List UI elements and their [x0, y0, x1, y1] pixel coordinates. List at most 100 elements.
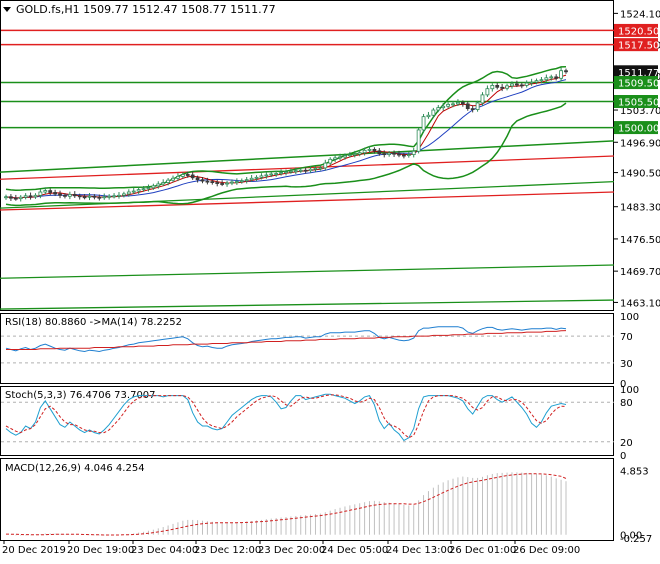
candle-body	[343, 155, 347, 158]
time-tick-label: 20 Dec 19:00	[67, 545, 134, 556]
candle-body	[529, 81, 534, 84]
stoch-title: Stoch(5,3,3) 76.4706 73.7007	[5, 390, 156, 401]
oscillator-tick-label: 70	[620, 332, 633, 343]
candle-body	[303, 169, 308, 172]
candle-body	[72, 193, 77, 197]
series-line-0	[5, 393, 567, 442]
candle-body	[333, 157, 338, 160]
candle-body	[357, 152, 362, 155]
candle-body	[102, 196, 107, 199]
candle-body	[58, 193, 62, 196]
candle-body	[549, 76, 554, 79]
price-tag-resistance	[614, 38, 658, 52]
candle-body	[38, 191, 43, 196]
candle-body	[4, 196, 8, 199]
oscillator-tick-label: 80	[620, 398, 633, 409]
candle-body	[18, 196, 23, 200]
candle-body	[92, 195, 97, 198]
candle-body	[190, 174, 195, 179]
price-tick-label: 1524.10	[620, 9, 660, 20]
candle-body	[195, 177, 200, 181]
time-tick-label: 20 Dec 2019	[2, 545, 66, 556]
macd-panel: MACD(12,26,9) 4.046 4.254 4.853 -0.2570.0…	[0, 458, 652, 545]
candle-body	[48, 190, 53, 193]
candle-body	[505, 85, 509, 89]
candle-body	[534, 80, 539, 83]
candle-body	[180, 174, 185, 177]
candle-body	[524, 82, 529, 86]
dropdown-arrow-icon[interactable]	[3, 7, 11, 12]
candle-body	[112, 195, 116, 198]
candle-body	[426, 114, 431, 118]
price-tick-label: 1469.70	[620, 267, 660, 278]
candle-body	[28, 195, 33, 198]
price-tag-label: 1500.00	[618, 124, 659, 135]
macd-signal-line	[5, 473, 567, 536]
time-tick-label: 23 Dec 20:00	[258, 545, 325, 556]
oscillator-tick-label: 0	[620, 451, 626, 462]
stoch-panel-frame	[0, 386, 614, 456]
bollinger-lower-line	[5, 102, 567, 207]
candle-body	[121, 193, 126, 196]
candle-body	[43, 190, 48, 193]
oscillator-tick-label: 0	[620, 379, 626, 390]
candle-body	[559, 70, 563, 79]
candle-body	[67, 193, 72, 197]
series-line-1	[5, 394, 567, 439]
price-tag-support	[614, 95, 658, 109]
candle-body	[289, 170, 293, 173]
candle-body	[200, 179, 205, 182]
candle-body	[362, 149, 367, 154]
trend-channel-lower-line	[0, 264, 615, 279]
candle-body	[495, 84, 500, 88]
price-tag-label: 1505.50	[618, 98, 659, 109]
candle-body	[436, 107, 441, 111]
candle-body	[441, 105, 446, 109]
candle-body	[215, 182, 220, 184]
candle-body	[387, 152, 392, 155]
candle-body	[97, 196, 102, 199]
candle-body	[161, 182, 166, 185]
price-tag-support	[614, 76, 658, 90]
price-tag-label: 1511.77	[618, 68, 659, 79]
price-tag-label: 1520.50	[618, 26, 659, 37]
oscillator-tick-label: 100	[620, 385, 639, 396]
candle-body	[308, 168, 313, 172]
candle-body	[352, 153, 357, 156]
stoch-panel: Stoch(5,3,3) 76.4706 73.7007 100 80 20 0	[0, 385, 639, 462]
candle-body	[239, 180, 244, 183]
candle-body	[539, 79, 544, 82]
candle-body	[234, 181, 239, 183]
candle-body	[544, 77, 549, 81]
candle-body	[126, 191, 131, 195]
candle-body	[377, 150, 382, 155]
candle-body	[451, 103, 455, 106]
time-tick-label: 26 Dec 01:00	[449, 545, 516, 556]
macd-tick-label: 0.00	[620, 531, 642, 542]
time-tick-label: 24 Dec 13:00	[386, 545, 453, 556]
candle-body	[554, 76, 559, 79]
candle-body	[33, 194, 38, 198]
candle-body	[225, 182, 229, 185]
trend-channel-upper-line	[0, 140, 615, 173]
chart-title: GOLD.fs,H1 1509.77 1512.47 1508.77 1511.…	[16, 3, 276, 16]
candle-body	[446, 103, 451, 107]
candle-body	[210, 181, 215, 183]
candle-body	[117, 194, 121, 197]
candle-body	[171, 177, 175, 181]
candle-body	[141, 188, 146, 191]
macd-tick-label: 4.853	[620, 467, 649, 478]
candle-body	[411, 150, 416, 155]
candle-body	[313, 167, 318, 170]
candle-body	[166, 179, 171, 183]
time-tick-label: 26 Dec 09:00	[513, 545, 580, 556]
candle-body	[480, 94, 485, 104]
time-tick-label: 23 Dec 04:00	[131, 545, 198, 556]
time-tick-label: 23 Dec 12:00	[194, 545, 261, 556]
candle-body	[318, 167, 323, 170]
series-line-1	[6, 330, 567, 350]
candle-body	[205, 180, 210, 183]
candle-body	[460, 102, 465, 105]
candle-body	[514, 83, 519, 86]
